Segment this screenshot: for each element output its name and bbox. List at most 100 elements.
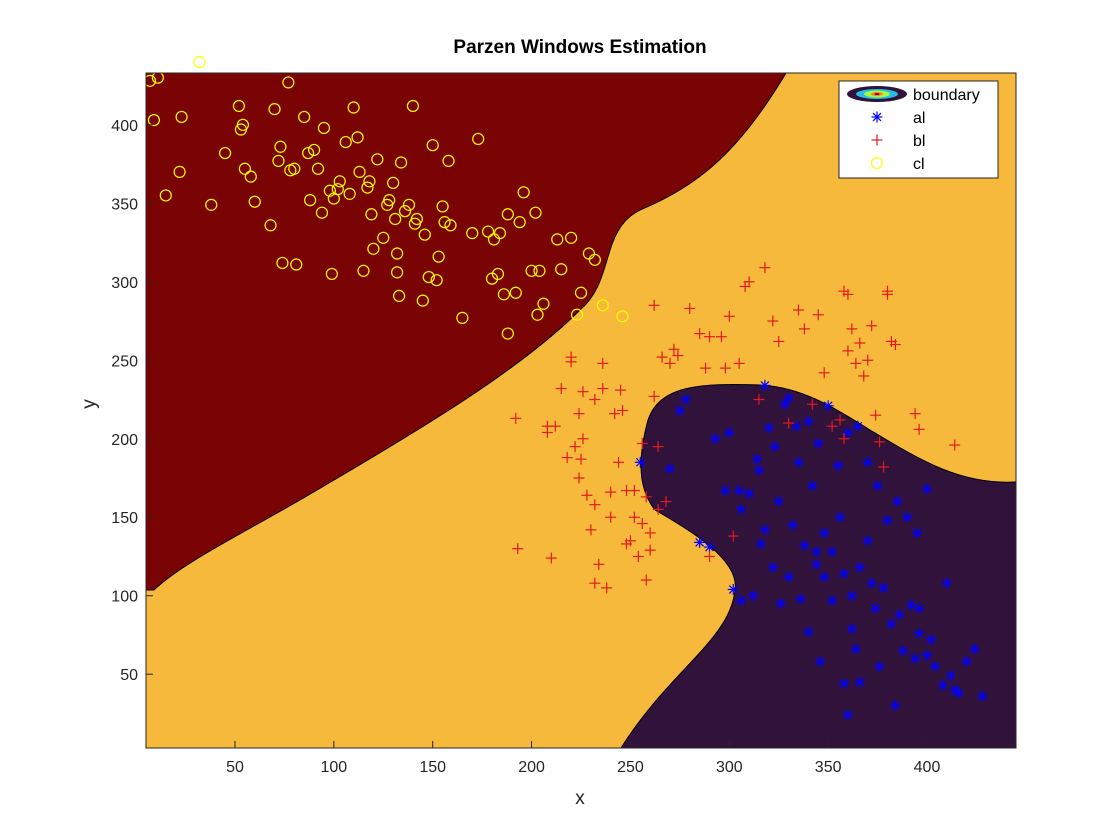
- data-point-al: [769, 441, 781, 453]
- data-point-cl: [416, 294, 429, 307]
- data-point-cl: [365, 208, 378, 221]
- data-point-cl: [193, 55, 206, 69]
- y-tick-label: 200: [111, 432, 138, 449]
- data-point-bl: [694, 328, 706, 340]
- data-point-cl: [205, 198, 218, 211]
- data-point-al: [897, 645, 909, 657]
- data-point-bl: [842, 345, 854, 357]
- data-point-bl: [593, 558, 605, 570]
- data-point-al: [810, 558, 822, 570]
- data-point-cl: [472, 132, 485, 146]
- data-point-al: [968, 643, 980, 655]
- data-point-cl: [248, 195, 261, 208]
- data-point-al: [755, 538, 767, 550]
- data-point-bl: [589, 577, 601, 589]
- data-point-al: [826, 546, 838, 558]
- data-point-cl: [551, 233, 564, 246]
- x-axis-label: x: [575, 788, 585, 809]
- data-point-cl: [529, 206, 542, 219]
- data-point-cl: [347, 101, 360, 114]
- data-point-cl: [383, 194, 396, 207]
- data-point-al: [881, 514, 893, 526]
- data-point-al: [727, 583, 739, 595]
- data-point-cl: [406, 99, 420, 113]
- data-point-bl: [589, 499, 601, 511]
- data-point-al: [937, 679, 949, 691]
- data-point-al: [838, 568, 850, 580]
- data-point-bl: [648, 390, 660, 402]
- data-point-bl: [644, 544, 656, 556]
- data-point-bl: [743, 276, 755, 288]
- data-point-cl: [343, 187, 356, 200]
- data-point-al: [866, 577, 878, 589]
- data-point-bl: [753, 394, 765, 406]
- data-point-bl: [577, 433, 589, 445]
- y-tick-label: 150: [111, 510, 138, 527]
- data-point-bl: [858, 370, 870, 382]
- data-point-bl: [632, 550, 644, 562]
- legend-item-bl: bl: [871, 133, 925, 150]
- data-point-cl: [444, 219, 457, 232]
- legend-label-boundary: boundary: [913, 87, 980, 104]
- data-point-cl: [323, 184, 336, 197]
- data-point-cl: [367, 242, 380, 255]
- data-point-cl: [353, 165, 366, 178]
- data-point-al: [763, 422, 775, 434]
- data-point-bl: [818, 367, 830, 379]
- data-point-al: [850, 643, 862, 655]
- data-point-cl: [422, 270, 435, 284]
- data-point-bl: [719, 362, 731, 374]
- data-point-cl: [371, 153, 384, 166]
- y-tick-label: 350: [111, 196, 138, 213]
- data-point-cl: [276, 256, 289, 270]
- data-point-bl: [628, 511, 640, 523]
- data-point-cl: [392, 289, 406, 303]
- data-point-al: [735, 503, 747, 515]
- data-point-bl: [874, 436, 886, 448]
- data-point-al: [921, 483, 933, 495]
- legend-label-cl: cl: [913, 156, 925, 173]
- data-point-al: [733, 485, 745, 497]
- data-point-bl: [652, 503, 664, 515]
- data-point-cl: [236, 118, 249, 131]
- data-point-bl: [700, 362, 712, 374]
- x-tick-label: 300: [716, 759, 743, 776]
- boundary-swatch-icon: [847, 86, 907, 102]
- data-point-cl: [442, 154, 455, 168]
- data-point-al: [812, 437, 824, 449]
- y-tick-label: 250: [111, 353, 138, 370]
- region-cl: [146, 73, 787, 591]
- data-point-bl: [585, 524, 597, 536]
- data-point-bl: [561, 452, 573, 464]
- data-point-cl: [398, 205, 412, 218]
- data-point-cl: [357, 264, 370, 277]
- data-point-al: [759, 379, 771, 391]
- data-point-cl: [244, 170, 257, 183]
- data-point-al: [862, 535, 874, 547]
- data-point-al: [783, 571, 795, 583]
- data-point-bl: [644, 527, 656, 539]
- data-point-bl: [545, 552, 557, 564]
- data-point-bl: [589, 394, 601, 406]
- data-point-bl: [850, 357, 862, 369]
- data-point-cl: [391, 247, 404, 260]
- data-point-bl: [949, 439, 961, 451]
- data-point-cl: [537, 297, 550, 310]
- data-point-bl: [767, 315, 779, 327]
- data-point-cl: [565, 231, 578, 244]
- data-point-bl: [783, 417, 795, 429]
- data-point-al: [773, 496, 785, 508]
- data-point-al: [826, 594, 838, 606]
- data-point-bl: [881, 285, 893, 297]
- data-point-cl: [531, 308, 544, 321]
- data-point-al: [854, 676, 866, 688]
- data-point-cl: [418, 228, 431, 241]
- data-point-al: [753, 464, 765, 476]
- data-point-cl: [517, 186, 530, 199]
- data-point-cl: [290, 258, 303, 271]
- legend-item-boundary: boundary: [847, 86, 980, 104]
- data-point-al: [893, 609, 905, 621]
- data-point-cl: [339, 135, 352, 149]
- x-tick-label: 250: [617, 759, 644, 776]
